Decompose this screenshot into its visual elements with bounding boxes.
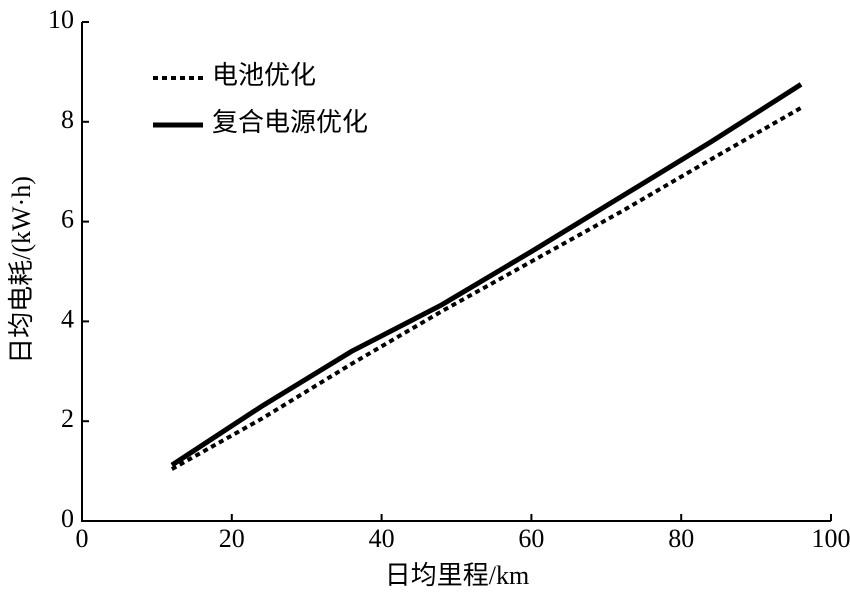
x-tick-label: 20: [219, 524, 245, 553]
legend-label: 电池优化: [212, 61, 316, 90]
y-tick-label: 0: [61, 504, 74, 533]
y-tick-label: 2: [61, 404, 74, 433]
axis-spines: [81, 22, 831, 522]
y-tick-label: 6: [61, 205, 74, 234]
y-tick-label: 4: [61, 304, 74, 333]
data-line: [170, 82, 803, 468]
y-tick-label: 8: [61, 105, 74, 134]
x-axis-label: 日均里程/km: [385, 561, 529, 590]
x-tick-label: 80: [668, 524, 694, 553]
y-tick-label: 10: [48, 5, 74, 34]
x-tick-label: 0: [76, 524, 89, 553]
data-line: [170, 106, 803, 471]
y-axis-label: 日均电耗/(kW·h): [7, 176, 36, 364]
x-tick-label: 100: [812, 524, 850, 553]
x-tick-label: 60: [518, 524, 544, 553]
x-tick-label: 40: [369, 524, 395, 553]
legend-label: 复合电源优化: [212, 108, 368, 137]
